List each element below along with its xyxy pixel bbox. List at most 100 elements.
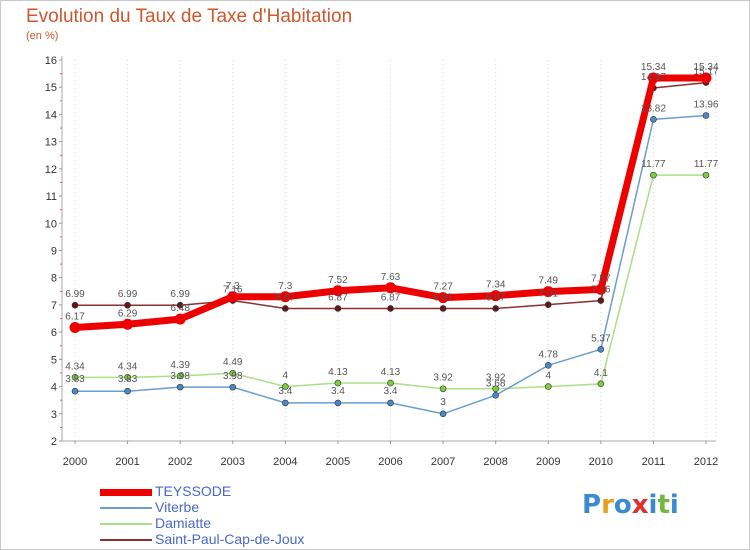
data-label: 4.78 bbox=[539, 349, 559, 360]
y-tick-label: 11 bbox=[46, 191, 57, 203]
data-label: 6.17 bbox=[65, 312, 85, 323]
x-tick-label: 2004 bbox=[273, 456, 297, 468]
x-tick-label: 2002 bbox=[168, 456, 192, 468]
data-label: 6.99 bbox=[65, 289, 85, 300]
data-point bbox=[71, 387, 79, 395]
data-point bbox=[544, 362, 552, 369]
data-point bbox=[544, 383, 552, 390]
x-tick-label: 2005 bbox=[326, 456, 350, 468]
data-point bbox=[282, 305, 289, 312]
data-label: 7.49 bbox=[539, 276, 559, 287]
y-tick-label: 15 bbox=[45, 82, 57, 94]
data-label: 6.87 bbox=[486, 292, 506, 303]
data-point bbox=[597, 297, 605, 304]
data-label: 4.49 bbox=[223, 357, 243, 368]
y-tick-label: 14 bbox=[45, 109, 57, 121]
data-label: 7.16 bbox=[591, 285, 611, 296]
data-point bbox=[122, 318, 134, 330]
y-tick-label: 13 bbox=[45, 137, 57, 149]
data-point bbox=[595, 283, 607, 295]
series-lines bbox=[69, 72, 712, 418]
data-point bbox=[332, 285, 344, 297]
y-tick-label: 3 bbox=[51, 409, 57, 421]
data-label: 3.68 bbox=[486, 378, 506, 389]
data-point bbox=[124, 387, 131, 395]
data-label: 3.83 bbox=[65, 374, 85, 385]
data-point bbox=[71, 374, 79, 381]
data-label: 4 bbox=[545, 371, 551, 382]
logo-letter: i bbox=[648, 490, 658, 520]
axes: 2 3 4 5 6 7 8 9 10 11 12 13 14 15 16 2000 2001 2002 2003 20… bbox=[45, 55, 718, 468]
data-label: 6.87 bbox=[381, 292, 401, 303]
data-point bbox=[650, 171, 657, 179]
y-tick-label: 12 bbox=[45, 164, 57, 176]
data-point bbox=[544, 301, 552, 308]
data-label: 11.77 bbox=[641, 159, 666, 170]
x-tick-label: 2000 bbox=[63, 456, 87, 468]
data-label: 4.13 bbox=[381, 367, 401, 378]
data-label: 6.87 bbox=[433, 292, 453, 303]
logo-letter: P bbox=[582, 490, 602, 520]
legend-item: TEYSSODE bbox=[100, 483, 360, 500]
data-point bbox=[490, 290, 502, 302]
data-label: 6.87 bbox=[328, 292, 348, 303]
data-label: 7.57 bbox=[591, 273, 611, 284]
legend-item: Damiatte bbox=[100, 515, 360, 532]
data-label: 7.63 bbox=[381, 272, 401, 283]
x-tick-label: 2007 bbox=[431, 456, 455, 468]
data-point bbox=[702, 112, 710, 119]
data-point bbox=[334, 379, 342, 387]
x-tick-label: 2008 bbox=[483, 456, 507, 468]
data-point bbox=[702, 171, 710, 179]
legend-swatch bbox=[100, 539, 152, 541]
data-point bbox=[647, 72, 659, 84]
proxiti-logo: Proxiti bbox=[582, 490, 679, 520]
data-label: 5.37 bbox=[591, 333, 611, 344]
x-tick-label: 2012 bbox=[694, 456, 718, 468]
legend-swatch bbox=[100, 507, 152, 509]
data-point bbox=[71, 301, 79, 309]
data-label: 15.17 bbox=[693, 67, 718, 78]
y-tick-label: 10 bbox=[45, 218, 57, 230]
data-label: 3 bbox=[440, 397, 446, 408]
legend-label: Saint-Paul-Cap-de-Joux bbox=[155, 531, 305, 547]
data-label: 14.97 bbox=[641, 72, 666, 83]
data-point bbox=[279, 291, 291, 303]
x-tick-label: 2011 bbox=[642, 456, 666, 468]
data-label: 3.4 bbox=[278, 386, 292, 397]
data-label: 15.34 bbox=[693, 62, 718, 73]
data-point bbox=[176, 301, 184, 309]
data-point bbox=[597, 345, 605, 353]
data-label: 13.82 bbox=[641, 103, 666, 114]
legend-label: Viterbe bbox=[155, 499, 200, 515]
x-tick-label: 2006 bbox=[378, 456, 402, 468]
data-point bbox=[650, 116, 657, 123]
y-tick-label: 6 bbox=[51, 327, 57, 339]
logo-letter: t bbox=[657, 490, 670, 520]
logo-letter: o bbox=[613, 490, 632, 520]
data-label: 13.96 bbox=[693, 100, 718, 111]
data-point bbox=[439, 305, 447, 312]
data-label: 7.34 bbox=[486, 280, 506, 291]
data-point bbox=[124, 374, 131, 381]
data-point bbox=[542, 286, 554, 298]
data-point bbox=[387, 379, 394, 387]
data-label: 7.3 bbox=[226, 281, 240, 292]
data-label: 4 bbox=[283, 371, 289, 382]
data-point bbox=[439, 410, 447, 418]
data-point bbox=[69, 322, 81, 334]
data-label: 4.34 bbox=[118, 361, 138, 372]
y-tick-label: 7 bbox=[51, 300, 57, 312]
data-labels: 6.17 6.29 6.48 7.3 7.3 7.52 7.63 7.27 7.34 7.49 7.… bbox=[65, 62, 719, 408]
data-label: 7.3 bbox=[278, 281, 292, 292]
data-point bbox=[282, 399, 289, 407]
data-point bbox=[492, 305, 499, 312]
data-label: 7.01 bbox=[539, 289, 559, 300]
data-label: 11.77 bbox=[694, 159, 719, 170]
data-point bbox=[437, 292, 449, 304]
data-label: 3.92 bbox=[433, 373, 453, 384]
data-point bbox=[385, 282, 396, 294]
data-point bbox=[387, 305, 394, 312]
data-point bbox=[700, 72, 712, 84]
logo-letter: x bbox=[631, 490, 649, 520]
